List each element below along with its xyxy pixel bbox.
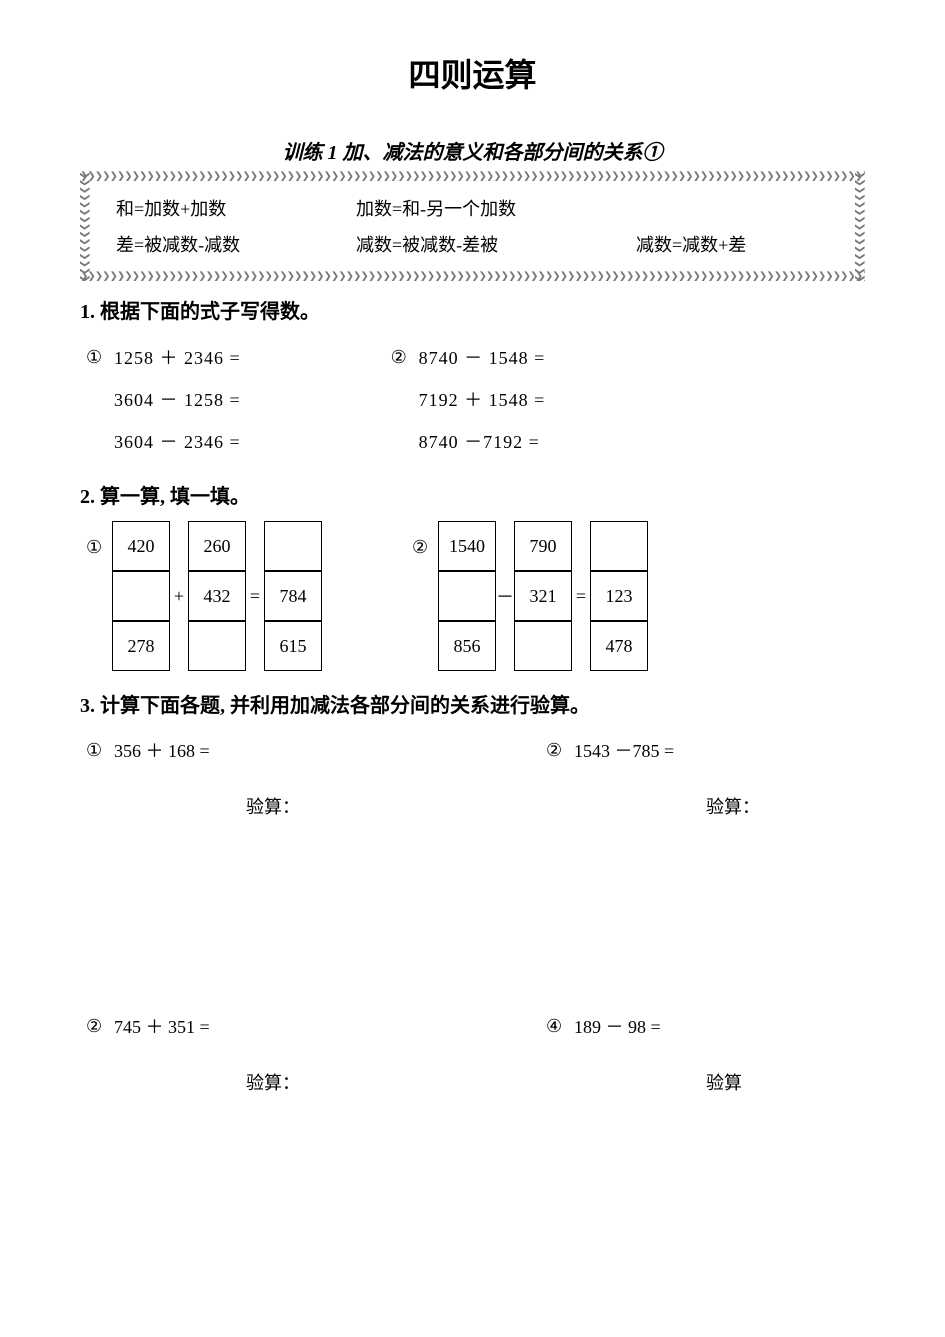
blank	[496, 621, 514, 671]
page-title: 四则运算	[80, 50, 865, 96]
section-2-head: 2. 算一算, 填一填。	[80, 480, 865, 509]
blank	[170, 521, 188, 571]
cell	[112, 571, 170, 621]
operator-minus: －	[496, 571, 514, 621]
page: 四则运算 训练 1 加、减法的意义和各部分间的关系① ❯❯❯❯❯❯❯❯❯❯❯❯❯…	[0, 0, 945, 1337]
problem-1: ①1258 ＋ 2346 = 3604 － 1258 = 3604 － 2346…	[80, 336, 865, 462]
check-label: 验算：	[86, 786, 406, 826]
decor-border: ❯❯❯❯❯❯❯❯❯❯❯❯❯❯❯❯❯❯❯❯❯❯❯❯❯❯❯❯❯❯❯❯❯❯❯❯❯❯❯❯…	[80, 271, 865, 281]
blank	[170, 621, 188, 671]
cell: 278	[112, 621, 170, 671]
cell	[514, 621, 572, 671]
cell: 432	[188, 571, 246, 621]
cell	[188, 621, 246, 671]
cell: 123	[590, 571, 648, 621]
spacer	[80, 1102, 865, 1162]
item-marker: ②	[391, 347, 419, 368]
item-marker: ②	[86, 1016, 114, 1037]
page-subtitle: 训练 1 加、减法的意义和各部分间的关系①	[80, 136, 865, 165]
decor-border: ❯❯❯❯❯❯❯❯❯❯❯❯❯❯❯❯❯❯❯❯	[80, 171, 90, 281]
cell: 615	[264, 621, 322, 671]
problem-3-bottom: ②745 ＋ 351 = 验算： ④189 － 98 = 验算	[80, 1006, 865, 1102]
section-1-head: 1. 根据下面的式子写得数。	[80, 295, 865, 324]
expression: 3604 － 2346 =	[114, 428, 241, 454]
cell: 260	[188, 521, 246, 571]
problem-2: ① 420 260 + 432 = 784 278 615 ②	[80, 521, 865, 671]
decor-border: ❯❯❯❯❯❯❯❯❯❯❯❯❯❯❯❯❯❯❯❯	[855, 171, 865, 281]
blank	[496, 521, 514, 571]
calc-grid-2: 1540 790 － 321 = 123 856 478	[438, 521, 648, 671]
cell	[590, 521, 648, 571]
calc-grid-1: 420 260 + 432 = 784 278 615	[112, 521, 322, 671]
cell: 321	[514, 571, 572, 621]
check-label: 验算：	[546, 786, 866, 826]
cell	[438, 571, 496, 621]
rule-text: 减数=减数+差	[636, 231, 746, 257]
rule-text: 和=加数+加数	[116, 195, 296, 221]
decor-border: ❯❯❯❯❯❯❯❯❯❯❯❯❯❯❯❯❯❯❯❯❯❯❯❯❯❯❯❯❯❯❯❯❯❯❯❯❯❯❯❯…	[80, 171, 865, 181]
operator-plus: +	[170, 571, 188, 621]
check-label: 验算	[546, 1062, 866, 1102]
problem-3-top: ①356 ＋ 168 = 验算： ②1543 －785 = 验算：	[80, 730, 865, 826]
blank	[572, 621, 590, 671]
expression: 1543 －785 =	[574, 737, 674, 763]
operator-equals: =	[572, 571, 590, 621]
cell: 478	[590, 621, 648, 671]
item-marker: ②	[412, 521, 438, 558]
cell: 790	[514, 521, 572, 571]
section-3-head: 3. 计算下面各题, 并利用加减法各部分间的关系进行验算。	[80, 689, 865, 718]
item-marker: ②	[546, 740, 574, 761]
rules-box: ❯❯❯❯❯❯❯❯❯❯❯❯❯❯❯❯❯❯❯❯ ❯❯❯❯❯❯❯❯❯❯❯❯❯❯❯❯❯❯❯❯…	[80, 171, 865, 281]
item-marker: ①	[86, 521, 112, 558]
rule-text: 减数=被减数-差被	[356, 231, 576, 257]
spacer	[80, 826, 865, 1006]
cell: 856	[438, 621, 496, 671]
item-marker: ①	[86, 740, 114, 761]
item-marker: ①	[86, 347, 114, 368]
cell	[264, 521, 322, 571]
expression: 745 ＋ 351 =	[114, 1013, 210, 1039]
expression: 8740 －7192 =	[419, 428, 540, 454]
check-label: 验算：	[86, 1062, 406, 1102]
rule-text: 差=被减数-减数	[116, 231, 296, 257]
blank	[572, 521, 590, 571]
blank	[246, 521, 264, 571]
expression: 8740 － 1548 =	[419, 344, 546, 370]
cell: 420	[112, 521, 170, 571]
expression: 1258 ＋ 2346 =	[114, 344, 241, 370]
expression: 3604 － 1258 =	[114, 386, 241, 412]
expression: 7192 ＋ 1548 =	[419, 386, 546, 412]
cell: 1540	[438, 521, 496, 571]
blank	[246, 621, 264, 671]
item-marker: ④	[546, 1016, 574, 1037]
rule-text: 加数=和-另一个加数	[356, 195, 576, 221]
expression: 189 － 98 =	[574, 1013, 661, 1039]
cell: 784	[264, 571, 322, 621]
operator-equals: =	[246, 571, 264, 621]
expression: 356 ＋ 168 =	[114, 737, 210, 763]
